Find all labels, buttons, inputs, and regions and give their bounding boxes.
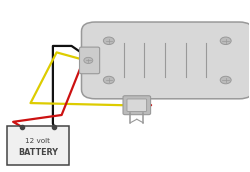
FancyBboxPatch shape xyxy=(80,47,100,74)
Circle shape xyxy=(103,37,114,45)
Text: BATTERY: BATTERY xyxy=(18,148,58,157)
Circle shape xyxy=(220,76,231,84)
FancyBboxPatch shape xyxy=(127,99,147,111)
Circle shape xyxy=(84,57,93,63)
FancyBboxPatch shape xyxy=(123,96,150,115)
Circle shape xyxy=(103,76,114,84)
FancyBboxPatch shape xyxy=(7,126,69,165)
Circle shape xyxy=(220,37,231,45)
Text: 12 volt: 12 volt xyxy=(26,138,50,144)
FancyBboxPatch shape xyxy=(82,22,250,99)
